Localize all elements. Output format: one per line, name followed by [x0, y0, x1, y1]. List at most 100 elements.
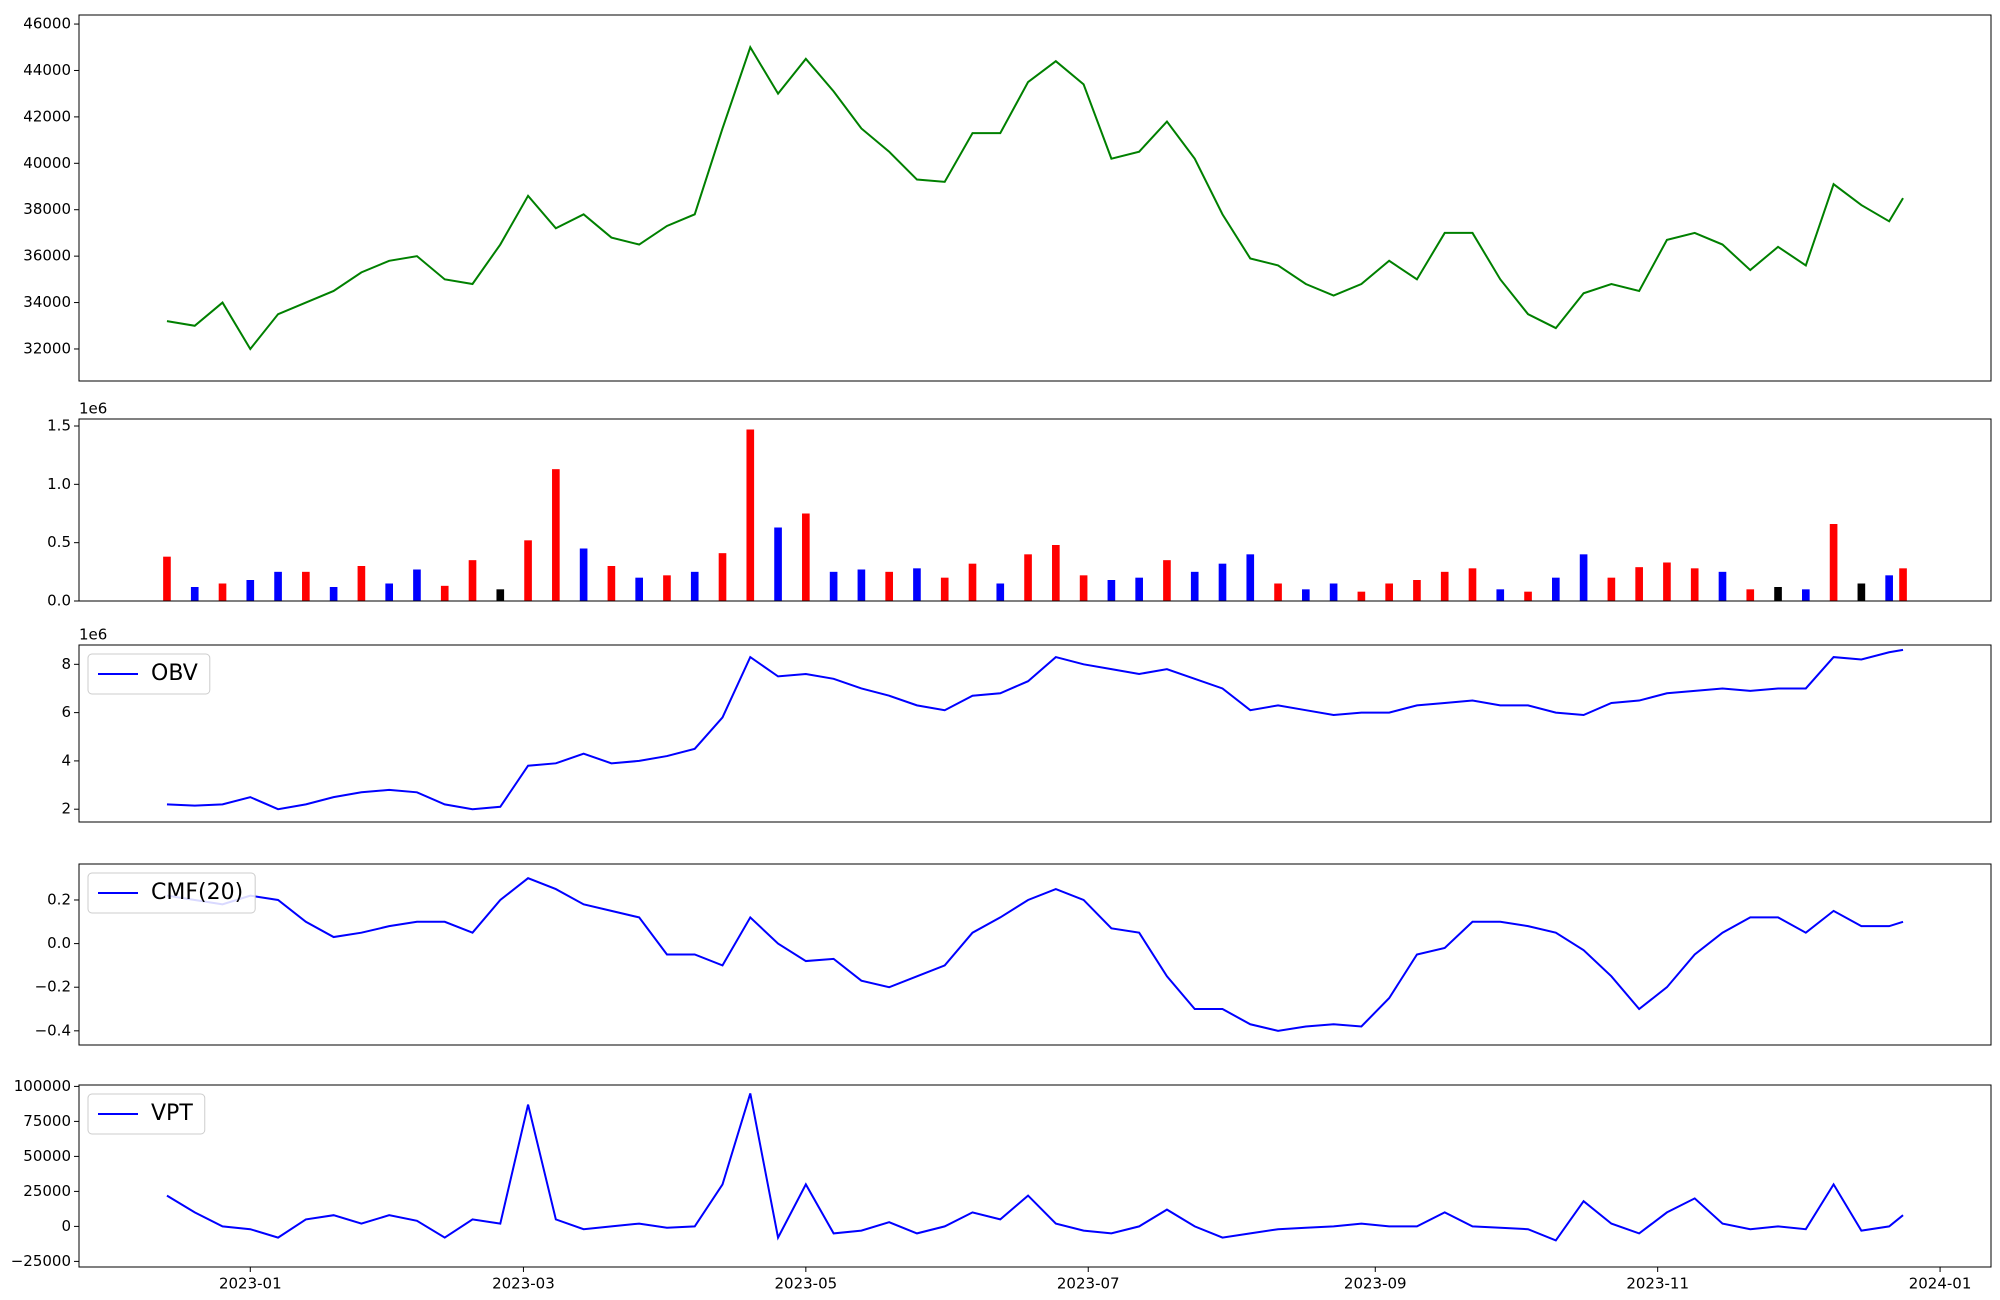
series-line	[166, 44, 1904, 351]
volume-bar	[1552, 577, 1560, 601]
y-tick-label: 44000	[23, 61, 71, 79]
y-tick-label: 1.5	[47, 417, 71, 435]
volume-bar	[885, 571, 893, 601]
offset-label: 1e6	[79, 626, 107, 644]
legend-label: VPT	[151, 1101, 193, 1126]
y-tick-label: −0.4	[35, 1021, 71, 1039]
y-tick-label: 2	[61, 800, 71, 818]
volume-bar	[413, 569, 421, 601]
axes-frame	[78, 1084, 1992, 1268]
y-tick-label: 0.0	[47, 934, 71, 952]
volume-bar	[1524, 591, 1532, 601]
y-tick-label: 34000	[23, 293, 71, 311]
volume-bar	[1663, 562, 1671, 601]
volume-bar	[468, 560, 477, 601]
volume-bar	[1413, 580, 1421, 601]
y-tick-label: 36000	[23, 247, 71, 265]
y-tick-label: 0.0	[47, 592, 71, 610]
volume-bar	[857, 569, 866, 601]
series-line	[166, 1093, 1904, 1242]
y-tick-label: 50000	[23, 1147, 71, 1165]
axes-frame	[78, 14, 1992, 382]
volume-bar	[1302, 589, 1310, 601]
volume-bar	[552, 469, 560, 601]
offset-label: 1e6	[79, 400, 107, 418]
legend-label: CMF(20)	[151, 880, 243, 905]
volume-bar	[1385, 583, 1393, 601]
volume-bar	[440, 585, 449, 601]
volume-bar	[1496, 589, 1505, 601]
volume-bar	[1329, 583, 1338, 601]
x-tick-label: 2023-05	[774, 1275, 837, 1293]
volume-bar	[385, 583, 393, 601]
volume-bar	[607, 566, 616, 601]
volume-bar	[746, 429, 755, 601]
volume-bar	[1774, 587, 1782, 601]
y-tick-label: 40000	[23, 154, 71, 172]
x-tick-label: 2023-03	[492, 1275, 555, 1293]
y-tick-label: 32000	[23, 339, 71, 357]
volume-bar	[1801, 589, 1810, 601]
volume-bar	[1607, 577, 1616, 601]
volume-bar	[357, 566, 366, 601]
legend-box	[87, 1093, 206, 1135]
x-tick-label: 2023-07	[1057, 1275, 1120, 1293]
y-tick-label: −25000	[11, 1252, 71, 1270]
x-tick-label: 2023-09	[1344, 1275, 1407, 1293]
y-tick-label: 38000	[23, 200, 71, 218]
x-tick-label: 2023-11	[1626, 1275, 1689, 1293]
volume-bar	[1163, 560, 1171, 601]
volume-bar	[190, 587, 199, 601]
volume-bar	[1079, 575, 1088, 601]
volume-bar	[802, 513, 810, 601]
y-tick-label: 75000	[23, 1112, 71, 1130]
y-tick-label: 0.2	[47, 890, 71, 908]
y-tick-label: 4	[61, 751, 71, 769]
volume-bar	[940, 577, 949, 601]
y-tick-label: 1.0	[47, 475, 71, 493]
volume-bar	[635, 577, 643, 601]
volume-bar	[302, 571, 310, 601]
axes-frame	[78, 863, 1992, 1046]
volume-bar	[1107, 580, 1116, 601]
volume-bar	[163, 556, 171, 601]
volume-bar	[1579, 554, 1588, 601]
volume-bar	[913, 568, 921, 601]
volume-bar	[218, 583, 227, 601]
axes-frame	[78, 418, 1992, 602]
x-tick-label: 2023-01	[219, 1275, 282, 1293]
volume-bar	[274, 571, 282, 601]
y-tick-label: 25000	[23, 1182, 71, 1200]
volume-bar	[1885, 575, 1893, 601]
volume-bar	[1246, 554, 1255, 601]
volume-bar	[1357, 591, 1366, 601]
y-tick-label: −0.2	[35, 978, 71, 996]
volume-bar	[1274, 583, 1282, 601]
volume-bar	[524, 540, 532, 601]
volume-bar	[1024, 554, 1032, 601]
series-line	[166, 877, 1904, 1032]
volume-bar	[1829, 524, 1838, 601]
volume-bar	[1718, 571, 1727, 601]
volume-bar	[663, 575, 671, 601]
x-tick-label: 2024-01	[1909, 1275, 1972, 1293]
volume-bar	[1899, 568, 1907, 601]
y-tick-label: 46000	[23, 15, 71, 33]
volume-bar	[1746, 589, 1755, 601]
y-tick-label: 6	[61, 703, 71, 721]
volume-bar	[579, 548, 588, 601]
axes-frame	[78, 644, 1992, 823]
volume-bar	[1440, 571, 1449, 601]
series-line	[166, 648, 1904, 811]
volume-bar	[1468, 568, 1477, 601]
legend-box	[87, 653, 211, 695]
volume-bar	[246, 580, 255, 601]
volume-bar	[829, 571, 838, 601]
volume-bar	[774, 527, 782, 601]
y-tick-label: 0	[61, 1217, 71, 1235]
y-tick-label: 8	[61, 655, 71, 673]
volume-bar	[1635, 567, 1643, 601]
volume-bar	[1218, 563, 1227, 601]
